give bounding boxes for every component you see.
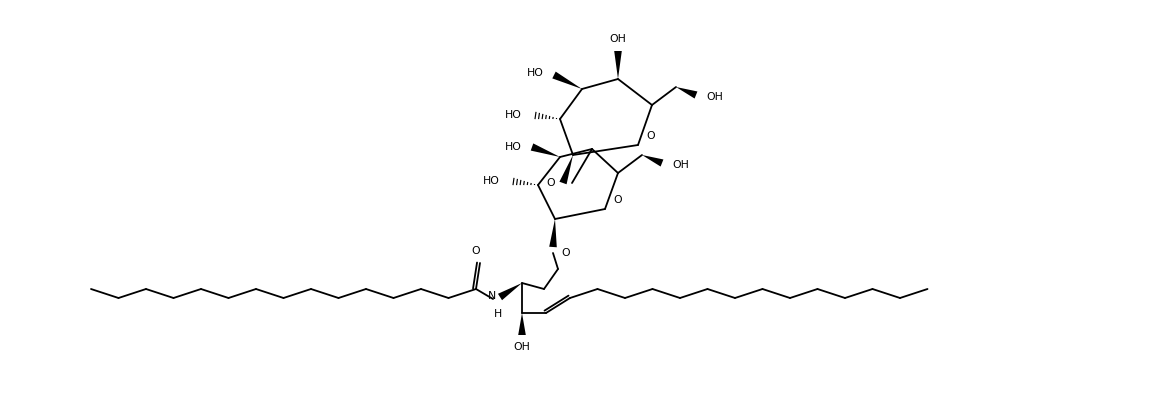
Text: HO: HO xyxy=(505,142,523,152)
Text: H: H xyxy=(494,309,502,319)
Text: N: N xyxy=(488,291,496,301)
Polygon shape xyxy=(552,72,582,89)
Polygon shape xyxy=(615,51,622,79)
Text: O: O xyxy=(646,131,655,141)
Polygon shape xyxy=(531,143,561,157)
Text: HO: HO xyxy=(527,68,544,78)
Text: OH: OH xyxy=(672,160,689,170)
Text: O: O xyxy=(472,246,480,256)
Text: OH: OH xyxy=(706,92,723,102)
Text: HO: HO xyxy=(483,176,500,186)
Polygon shape xyxy=(559,155,573,184)
Polygon shape xyxy=(549,219,557,247)
Polygon shape xyxy=(642,155,663,166)
Text: O: O xyxy=(561,248,570,258)
Polygon shape xyxy=(518,313,526,335)
Polygon shape xyxy=(498,283,523,300)
Text: HO: HO xyxy=(505,110,523,120)
Polygon shape xyxy=(676,87,698,98)
Text: OH: OH xyxy=(513,342,531,352)
Text: O: O xyxy=(613,195,622,205)
Text: OH: OH xyxy=(610,34,626,44)
Text: O: O xyxy=(547,178,555,188)
